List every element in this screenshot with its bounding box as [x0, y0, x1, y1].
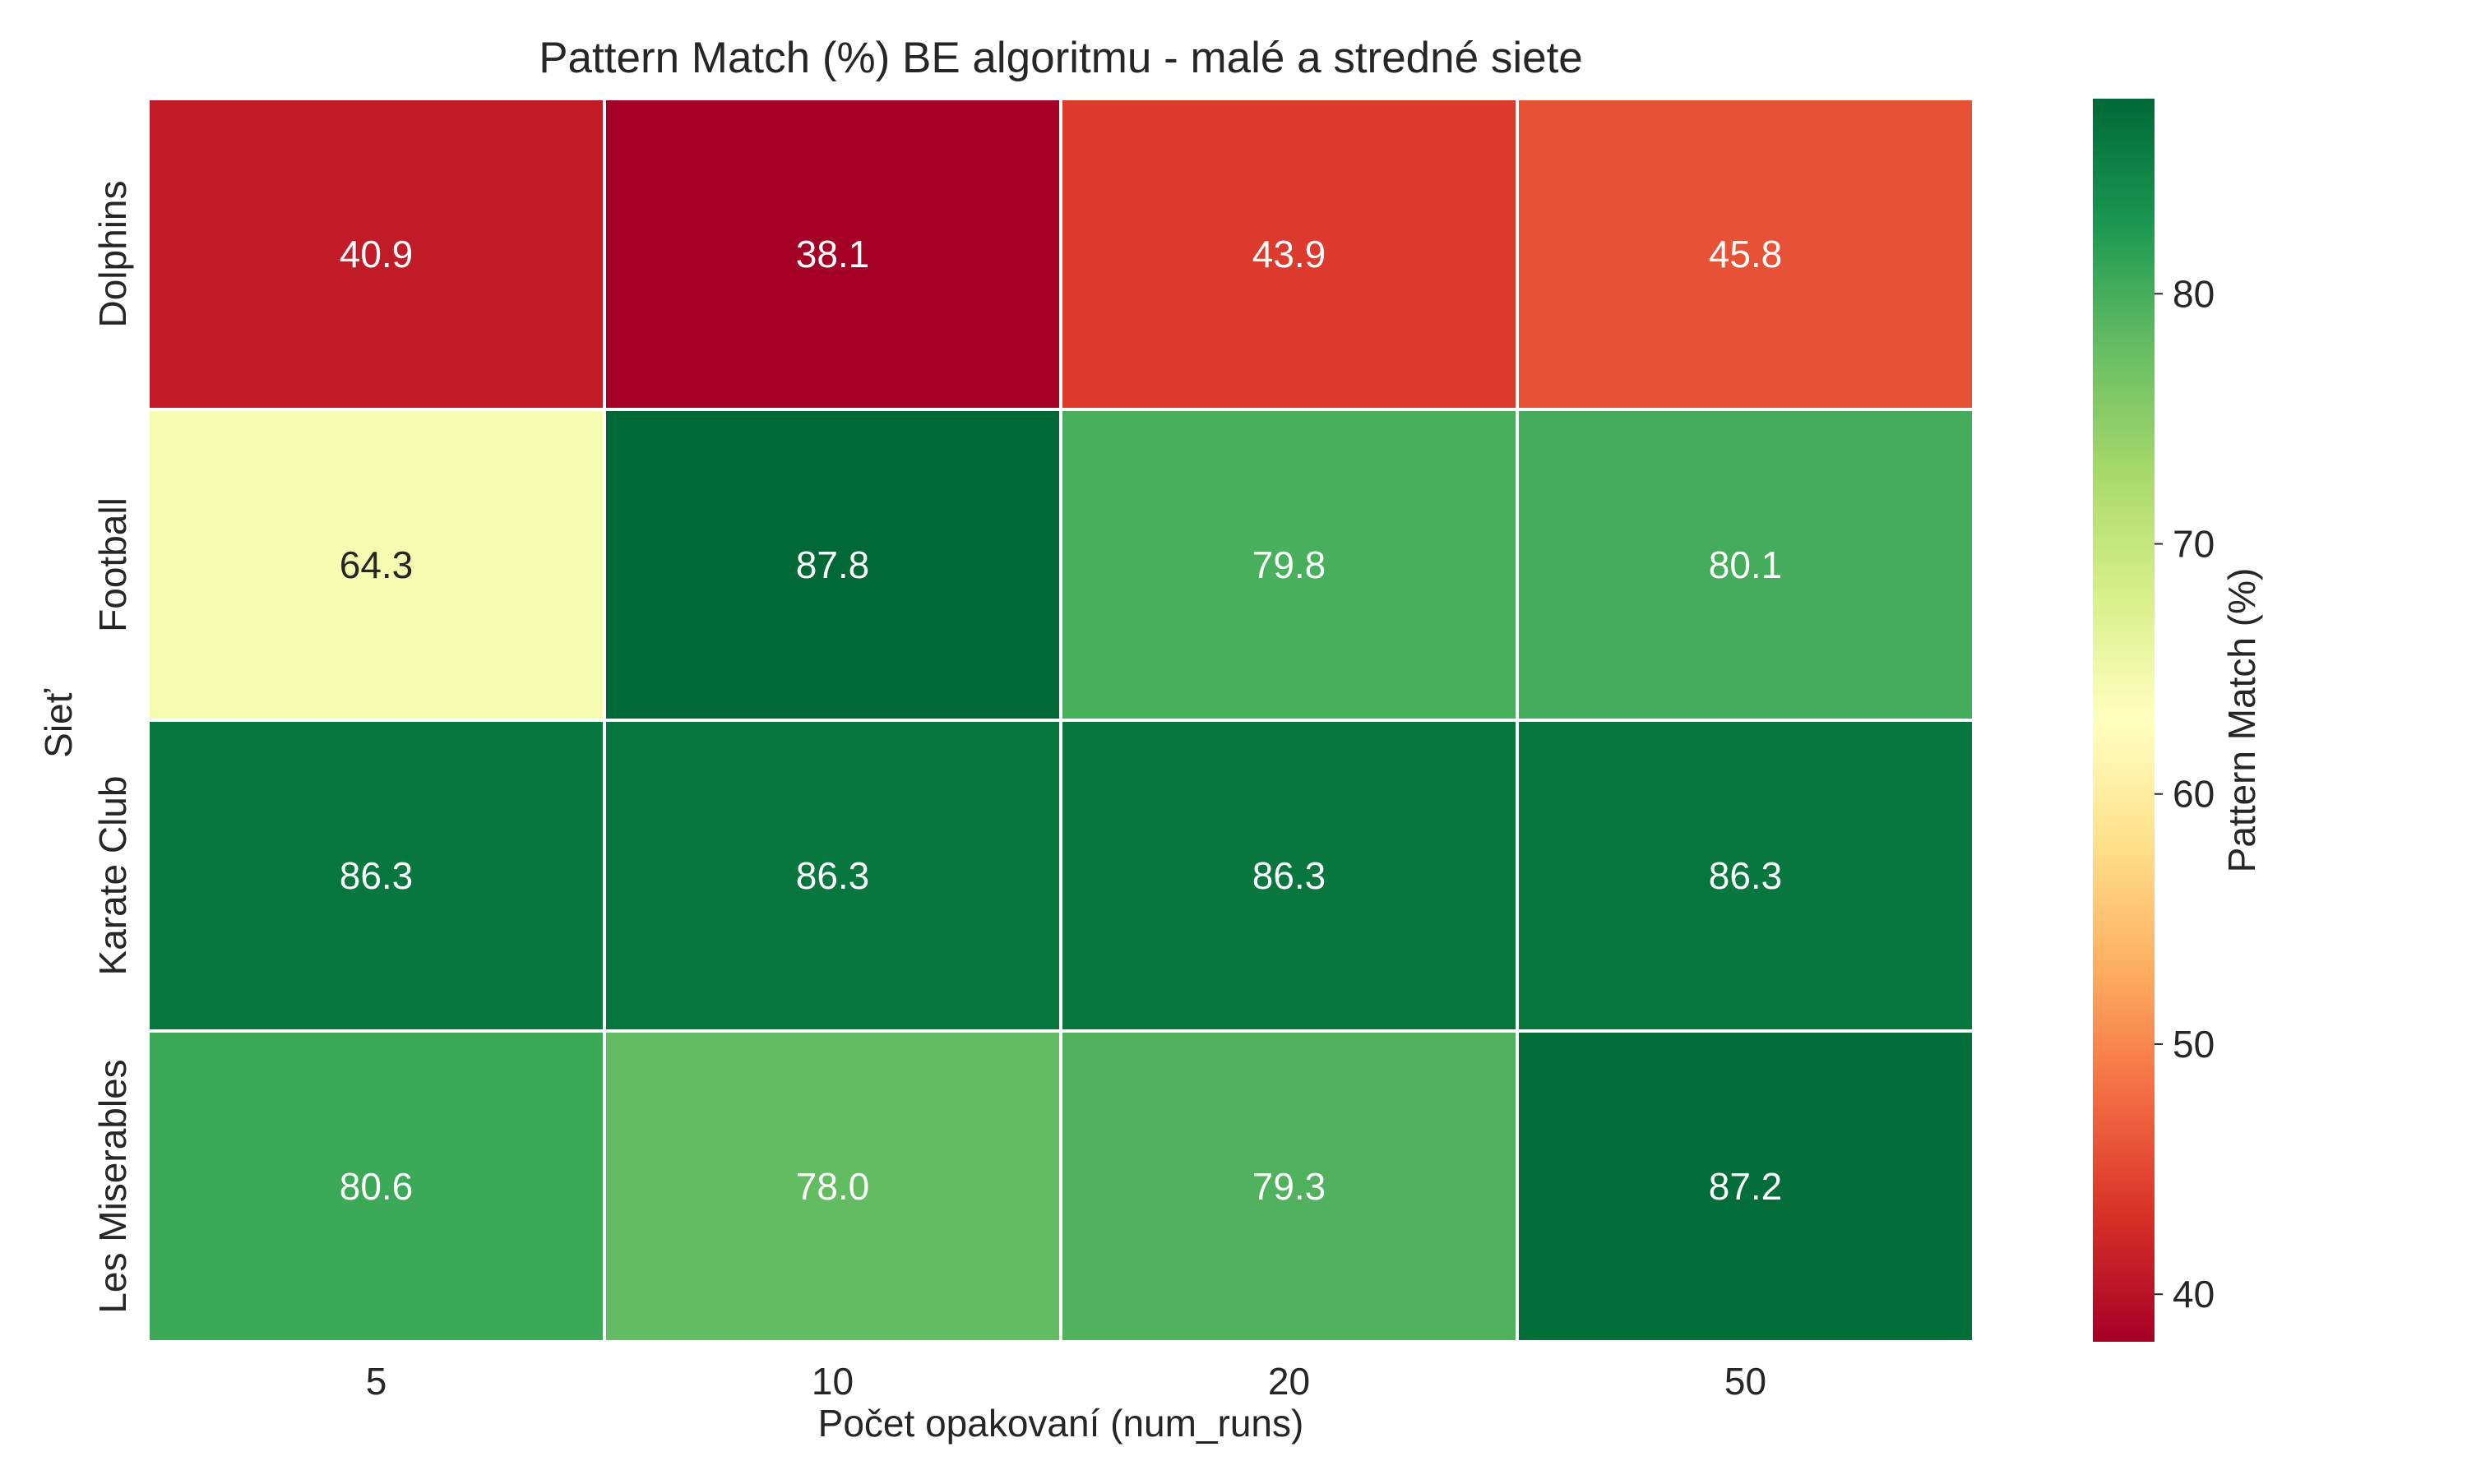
heatmap-cell: [146, 408, 606, 722]
heatmap-cell: [603, 1029, 1062, 1343]
colorbar-tick-label: 50: [2173, 1023, 2215, 1066]
heatmap-cell: [1059, 1029, 1519, 1343]
cell-value-label: 87.8: [796, 543, 870, 586]
heatmap-cell: [603, 97, 1062, 411]
y-tick-labels: Dolphins Football Karate Club Les Miserable…: [91, 181, 134, 1314]
heatmap-cell: [1516, 97, 1975, 411]
heatmap-cell: [1059, 97, 1519, 411]
cell-value-label: 79.8: [1252, 543, 1326, 586]
x-tick-label: 50: [1724, 1360, 1766, 1403]
colorbar-tick-label: 60: [2173, 773, 2215, 816]
x-tick-label: 5: [366, 1360, 387, 1403]
colorbar-label: Pattern Match (%): [2220, 568, 2263, 873]
cell-value-label: 45.8: [1709, 233, 1783, 275]
cell-value-label: 40.9: [340, 233, 414, 275]
x-tick-label: 20: [1268, 1360, 1310, 1403]
heatmap-cells: [146, 97, 1975, 1343]
cell-value-label: 86.3: [340, 854, 414, 897]
y-axis-label: Sieť: [37, 688, 80, 757]
cell-value-label: 78.0: [796, 1165, 870, 1208]
y-tick-label: Football: [91, 497, 134, 632]
heatmap-cell: [1516, 719, 1975, 1033]
cell-value-label: 64.3: [340, 543, 414, 586]
cell-value-label: 80.6: [340, 1165, 414, 1208]
colorbar-ticks: 40 50 60 70 80: [2155, 272, 2215, 1315]
x-tick-labels: 5 10 20 50: [366, 1360, 1766, 1403]
x-axis-label: Počet opakovaní (num_runs): [818, 1402, 1304, 1445]
y-tick-label: Karate Club: [91, 776, 134, 976]
cell-value-label: 38.1: [796, 233, 870, 275]
y-tick-label: Dolphins: [91, 181, 134, 328]
cell-value-label: 79.3: [1252, 1165, 1326, 1208]
cell-value-label: 43.9: [1252, 233, 1326, 275]
heatmap-cell: [146, 97, 606, 411]
colorbar-tick-label: 70: [2173, 523, 2215, 566]
heatmap-cell: [603, 719, 1062, 1033]
cell-value-label: 80.1: [1709, 543, 1783, 586]
cell-value-labels: 40.9 38.1 43.9 45.8 64.3 87.8 79.8 80.1 86.3 86.3…: [340, 233, 1783, 1208]
cell-value-label: 86.3: [1709, 854, 1783, 897]
cell-value-label: 86.3: [1252, 854, 1326, 897]
heatmap-cell: [1516, 408, 1975, 722]
cell-value-label: 86.3: [796, 854, 870, 897]
y-tick-label: Les Miserables: [91, 1059, 134, 1313]
colorbar: [2093, 99, 2155, 1342]
cell-value-label: 87.2: [1709, 1165, 1783, 1208]
chart-title: Pattern Match (%) BE algoritmu - malé a …: [539, 34, 1583, 82]
colorbar-tick-label: 80: [2173, 272, 2215, 315]
colorbar-tick-label: 40: [2173, 1273, 2215, 1315]
heatmap-cell: [603, 408, 1062, 722]
heatmap-cell: [146, 1029, 606, 1343]
x-tick-label: 10: [812, 1360, 854, 1403]
heatmap-cell: [1516, 1029, 1975, 1343]
